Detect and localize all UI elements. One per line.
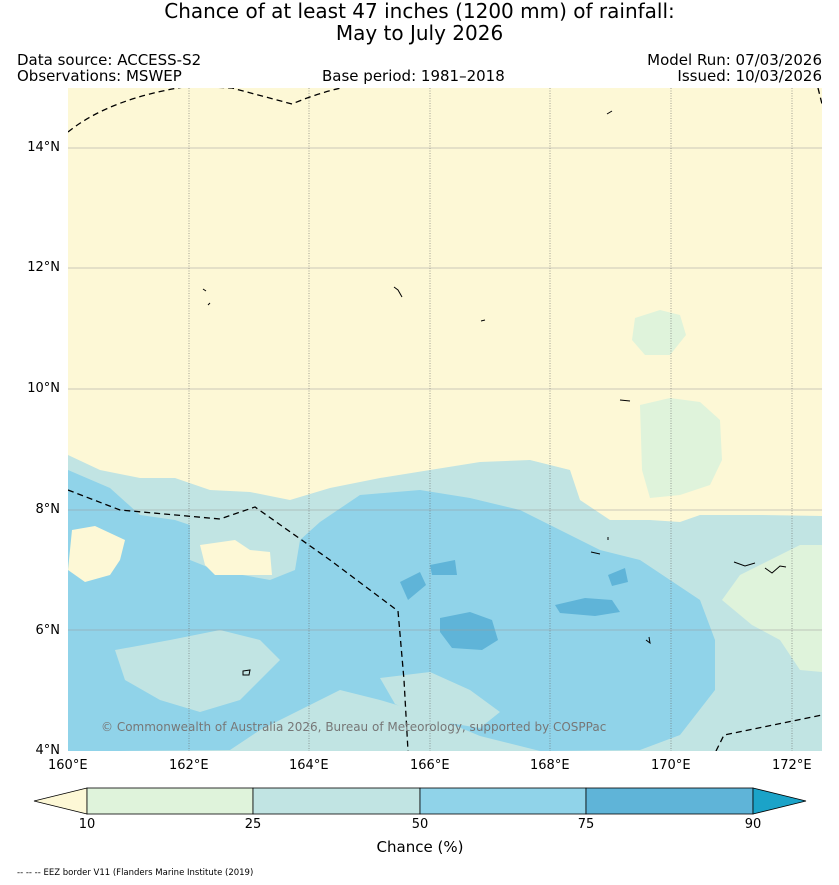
lon-label: 162°E — [169, 759, 209, 773]
lat-label: 4°N — [36, 744, 61, 758]
lon-label: 172°E — [772, 759, 812, 773]
map-area: © Commonwealth of Australia 2026, Bureau… — [68, 86, 822, 751]
colorbar-tick: 25 — [245, 818, 262, 832]
colorbar-75-90 — [586, 788, 753, 814]
copyright-text: © Commonwealth of Australia 2026, Bureau… — [101, 720, 606, 734]
footer-note: -- -- -- EEZ border V11 (Flanders Marine… — [17, 868, 253, 878]
lat-label: 12°N — [27, 261, 60, 275]
colorbar-extend-low — [34, 788, 87, 814]
colorbar-tick: 90 — [745, 818, 762, 832]
lat-label: 10°N — [27, 382, 60, 396]
lon-label: 170°E — [651, 759, 691, 773]
zone-10-25-north — [640, 398, 722, 498]
colorbar-50-75 — [420, 788, 586, 814]
colorbar-tick: 75 — [578, 818, 595, 832]
lat-label: 14°N — [27, 141, 60, 155]
colorbar-25-50 — [253, 788, 420, 814]
lon-label: 164°E — [289, 759, 329, 773]
colorbar-tick: 10 — [79, 818, 96, 832]
lat-label: 6°N — [36, 624, 61, 638]
lon-label: 160°E — [48, 759, 88, 773]
lat-label: 8°N — [36, 503, 61, 517]
lon-label: 168°E — [530, 759, 570, 773]
lon-label: 166°E — [410, 759, 450, 773]
colorbar — [34, 788, 806, 814]
colorbar-10-25 — [87, 788, 253, 814]
colorbar-tick: 50 — [412, 818, 429, 832]
colorbar-label: Chance (%) — [377, 839, 464, 856]
colorbar-extend-high — [753, 788, 806, 814]
